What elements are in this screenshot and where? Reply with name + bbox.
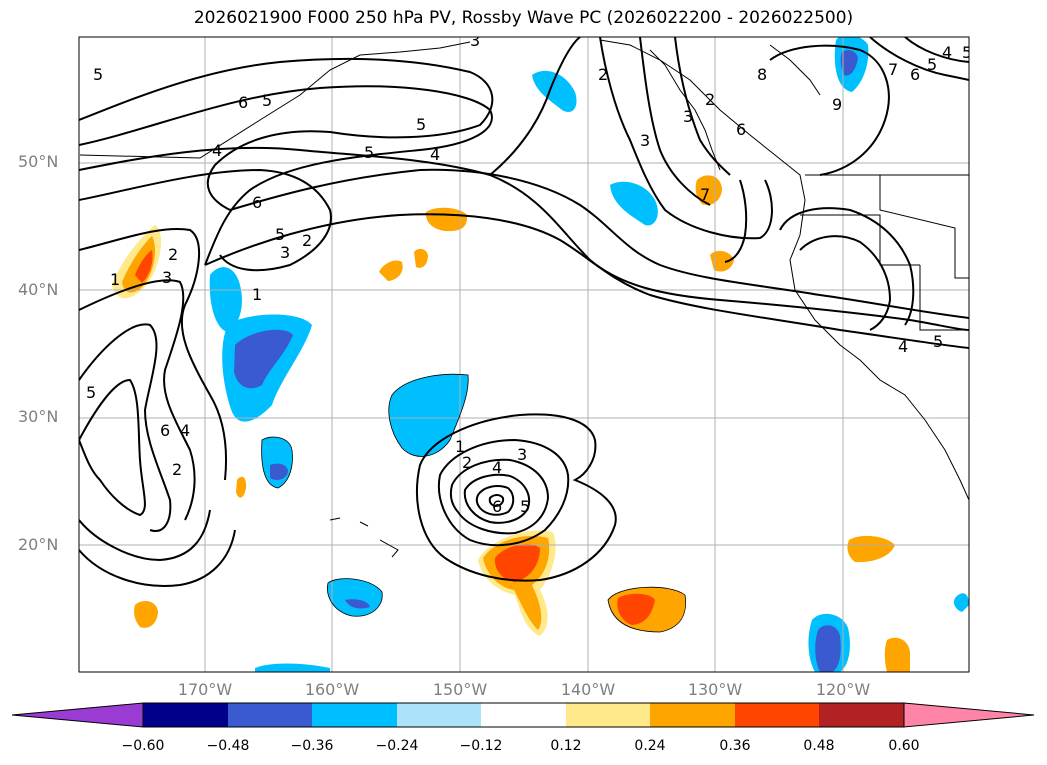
colorbar-tick: 0.12: [550, 738, 582, 754]
colorbar-tick: −0.60: [121, 738, 165, 754]
map-title: 2026021900 F000 250 hPa PV, Rossby Wave …: [193, 8, 854, 28]
contour-label: 5: [275, 225, 285, 244]
lat-label: 20°N: [18, 535, 59, 554]
contour-label: 4: [942, 43, 952, 62]
contour-label: 4: [180, 421, 190, 440]
lon-label: 170°W: [177, 680, 233, 699]
colorbar-tick: 0.24: [634, 738, 666, 754]
colorbar: [11, 702, 1035, 728]
pv-contours: [79, 37, 969, 587]
colorbar-segment: [397, 703, 481, 727]
positive-anomaly-shading: [112, 175, 910, 672]
contour-label: 7: [700, 185, 710, 204]
contour-labels: 5 6 5 3 2 5 4 5 4 6 5 3 2 1 1 2 3 2 5 6 …: [86, 31, 972, 516]
contour-label: 1: [252, 285, 262, 304]
lat-label: 40°N: [18, 280, 59, 299]
colorbar-extend-high: [903, 702, 1035, 728]
colorbar-extend-low: [11, 702, 144, 728]
lon-label: 120°W: [815, 680, 871, 699]
negative-anomaly-shading: [209, 37, 969, 672]
colorbar-segment: [312, 703, 397, 727]
contour-label: 5: [520, 497, 530, 516]
contour-label: 3: [280, 243, 290, 262]
colorbar-tick: −0.24: [375, 738, 419, 754]
colorbar-tick: −0.12: [459, 738, 503, 754]
shading-outlines: [261, 373, 687, 633]
colorbar-tick: 0.60: [888, 738, 920, 754]
colorbar-tick: 0.36: [719, 738, 751, 754]
contour-label: 5: [962, 43, 972, 62]
contour-label: 4: [898, 337, 908, 356]
contour-label: 2: [302, 231, 312, 250]
colorbar-segment: [481, 703, 566, 727]
contour-label: 5: [86, 383, 96, 402]
contour-label: 2: [705, 90, 715, 109]
colorbar-segment: [735, 703, 819, 727]
contour-label: 6: [492, 497, 502, 516]
lon-label: 130°W: [687, 680, 743, 699]
contour-label: 5: [262, 91, 272, 110]
lon-label: 160°W: [304, 680, 360, 699]
contour-label: 3: [470, 31, 480, 50]
contour-label: 5: [364, 143, 374, 162]
contour-label: 7: [888, 60, 898, 79]
contour-label: 2: [172, 460, 182, 479]
colorbar-tick: −0.36: [290, 738, 334, 754]
contour-label: 2: [598, 65, 608, 84]
contour-label: 3: [683, 107, 693, 126]
colorbar-segment: [228, 703, 312, 727]
contour-label: 4: [430, 145, 440, 164]
contour-label: 5: [933, 332, 943, 351]
contour-label: 5: [927, 55, 937, 74]
contour-label: 6: [252, 193, 262, 212]
contour-label: 9: [832, 95, 842, 114]
contour-label: 2: [168, 245, 178, 264]
contour-label: 3: [640, 131, 650, 150]
contour-label: 3: [517, 445, 527, 464]
contour-label: 6: [160, 421, 170, 440]
contour-label: 3: [162, 268, 172, 287]
lon-label: 150°W: [432, 680, 488, 699]
lat-label: 30°N: [18, 407, 59, 426]
colorbar-segment: [566, 703, 650, 727]
contour-label: 1: [110, 270, 120, 289]
colorbar-segment: [819, 703, 904, 727]
coastlines: [79, 39, 969, 558]
colorbar-tick: 0.48: [803, 738, 835, 754]
map-frame: [78, 36, 970, 673]
map-gridlines: [79, 37, 969, 672]
contour-label: 6: [238, 93, 248, 112]
contour-label: 4: [212, 141, 222, 160]
contour-label: 6: [736, 120, 746, 139]
contour-label: 4: [492, 458, 502, 477]
contour-label: 2: [462, 453, 472, 472]
contour-label: 5: [93, 65, 103, 84]
colorbar-tick: −0.48: [206, 738, 250, 754]
contour-label: 8: [757, 65, 767, 84]
lon-label: 140°W: [560, 680, 616, 699]
lat-label: 50°N: [18, 152, 59, 171]
contour-label: 6: [910, 65, 920, 84]
colorbar-segment: [143, 703, 228, 727]
contour-label: 1: [455, 437, 465, 456]
contour-label: 5: [416, 115, 426, 134]
colorbar-segment: [650, 703, 735, 727]
